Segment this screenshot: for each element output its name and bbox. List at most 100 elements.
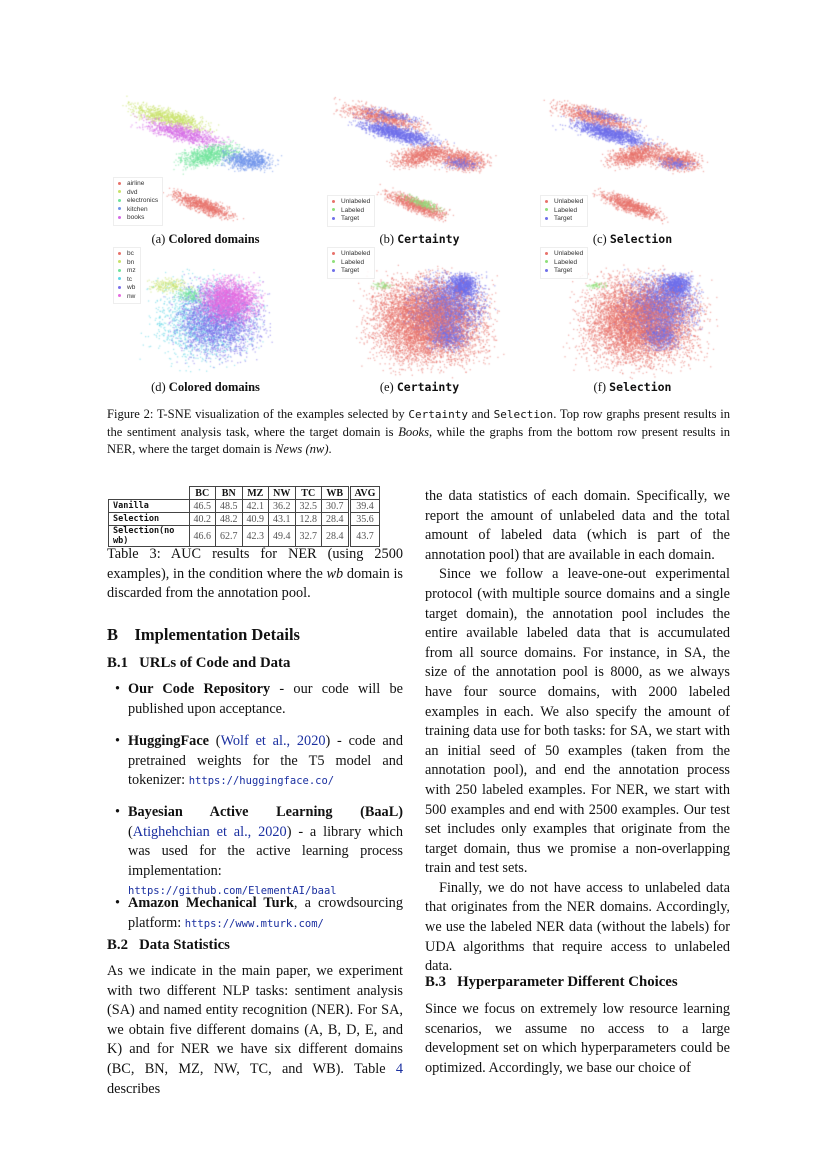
table-header: TC <box>294 486 322 500</box>
legend-label: nw <box>127 292 136 300</box>
table-cell: 49.4 <box>268 525 296 547</box>
legend-label: wb <box>127 284 136 291</box>
legend-item: mz <box>118 267 136 276</box>
legend-label: Target <box>341 267 360 274</box>
legend-label: Target <box>341 215 360 222</box>
subsection-heading-b2: B.2 Data Statistics <box>107 937 230 953</box>
paragraph: Finally, we do not have access to unlabe… <box>425 879 730 975</box>
legend-marker-icon <box>118 285 121 289</box>
legend-label: kitchen <box>127 205 148 213</box>
legend-marker-icon <box>118 215 121 219</box>
plot-legend: bc bn mz tc wb nw <box>113 247 141 304</box>
legend-label: airline <box>127 180 145 187</box>
table-cell: 42.1 <box>241 499 269 513</box>
legend-marker-icon <box>332 268 335 272</box>
table-header: WB <box>321 486 350 500</box>
legend-marker-icon <box>118 251 121 255</box>
table-cell: 46.5 <box>188 499 216 513</box>
row-label: Selection <box>108 512 190 526</box>
legend-item: books <box>118 214 158 223</box>
legend-label: Unlabeled <box>341 250 371 257</box>
legend-label: dvd <box>127 188 138 196</box>
legend-item: wb <box>118 284 136 293</box>
table-cell: 46.6 <box>188 525 216 547</box>
subsection-heading-b1: B.1 URLs of Code and Data <box>107 655 291 671</box>
legend-label: Labeled <box>341 258 365 266</box>
legend-item: Unlabeled <box>332 250 370 259</box>
citation-link[interactable]: Atighehchian et al., 2020 <box>132 823 287 840</box>
subfigure-title: Selection <box>609 380 672 394</box>
table-cell: 32.7 <box>294 525 322 547</box>
legend-label: tc <box>127 275 133 283</box>
subfigure-label: (b) <box>379 232 395 246</box>
subfigure-label: (a) <box>151 232 166 246</box>
legend-item: dvd <box>118 189 158 198</box>
table-cell: 40.2 <box>188 512 216 526</box>
tsne-plot-c: Unlabeled Labeled Target <box>535 95 730 235</box>
subfigure-title: Selection <box>609 232 673 246</box>
list-item: • Amazon Mechanical Turk, a crowdsourcing… <box>115 895 403 931</box>
legend-label: mz <box>127 267 136 274</box>
legend-marker-icon <box>545 268 548 272</box>
url-link[interactable]: https://github.com/ElementAI/baal <box>128 885 337 898</box>
legend-marker-icon <box>118 260 121 264</box>
paragraph: Since we follow a leave-one-out experime… <box>425 566 730 877</box>
url-link[interactable]: https://www.mturk.com/ <box>184 917 324 930</box>
legend-marker-icon <box>118 294 121 298</box>
table-cell: 43.1 <box>268 512 296 526</box>
legend-label: books <box>127 214 145 221</box>
table-cell: 40.9 <box>241 512 269 526</box>
legend-label: Labeled <box>341 206 365 214</box>
tsne-plot-b: Unlabeled Labeled Target <box>322 95 517 235</box>
legend-label: Labeled <box>554 258 578 266</box>
section-heading-b: B Implementation Details <box>107 625 300 644</box>
citation-link[interactable]: Wolf et al., 2020 <box>220 733 326 749</box>
legend-item: Unlabeled <box>545 198 583 207</box>
legend-marker-icon <box>545 260 548 264</box>
tsne-plot-e: Unlabeled Labeled Target <box>322 245 517 385</box>
table-cell: 28.4 <box>321 525 350 547</box>
subfigure-caption: (c) Selection <box>535 232 730 247</box>
subfigure-title: Colored domains <box>168 380 260 394</box>
legend-item: Target <box>545 215 583 224</box>
legend-item: Labeled <box>332 259 370 268</box>
right-column: the data statistics of each domain. Spec… <box>425 487 730 977</box>
legend-label: electronics <box>127 197 159 204</box>
legend-item: bn <box>118 259 136 268</box>
subfigure-label: (e) <box>379 380 394 394</box>
subfigure-label: (f) <box>593 380 607 394</box>
table-row: Vanilla 46.5 48.5 42.1 36.2 32.5 30.7 39.4 <box>108 499 381 513</box>
subfigure-label: (c) <box>592 232 607 246</box>
subfigure-title: Colored domains <box>168 232 260 246</box>
legend-marker-icon <box>332 199 335 203</box>
row-label: Selection(no wb) <box>108 525 190 547</box>
legend-marker-icon <box>332 208 335 212</box>
tsne-plot-d: bc bn mz tc wb nw <box>108 245 303 385</box>
legend-marker-icon <box>118 181 121 185</box>
legend-item: kitchen <box>118 206 158 215</box>
legend-label: Target <box>554 267 573 274</box>
figure-caption: Figure 2: T-SNE visualization of the exa… <box>107 407 731 456</box>
legend-item: electronics <box>118 197 158 206</box>
table-header: AVG <box>347 486 381 500</box>
table-cell: 48.2 <box>215 512 243 526</box>
list-item: • Our Code Repository - our code will be … <box>115 681 403 717</box>
plot-legend: Unlabeled Labeled Target <box>540 247 589 279</box>
url-link[interactable]: https://huggingface.co/ <box>188 775 335 788</box>
table-header <box>108 486 190 500</box>
table-ref-link[interactable]: 4 <box>395 1060 403 1077</box>
table-cell: 35.6 <box>347 512 381 526</box>
table-row: Selection 40.2 48.2 40.9 43.1 12.8 28.4 35.6 <box>108 512 381 526</box>
table-cell: 42.3 <box>241 525 269 547</box>
table-cell: 36.2 <box>268 499 296 513</box>
table-header: BC <box>188 486 216 500</box>
legend-marker-icon <box>118 277 121 281</box>
legend-item: Labeled <box>545 207 583 216</box>
legend-label: bc <box>127 250 134 257</box>
legend-item: Unlabeled <box>332 198 370 207</box>
table-header: NW <box>268 486 296 500</box>
legend-item: bc <box>118 250 136 259</box>
subfigure-caption: (a) Colored domains <box>108 232 303 247</box>
legend-marker-icon <box>545 216 548 220</box>
